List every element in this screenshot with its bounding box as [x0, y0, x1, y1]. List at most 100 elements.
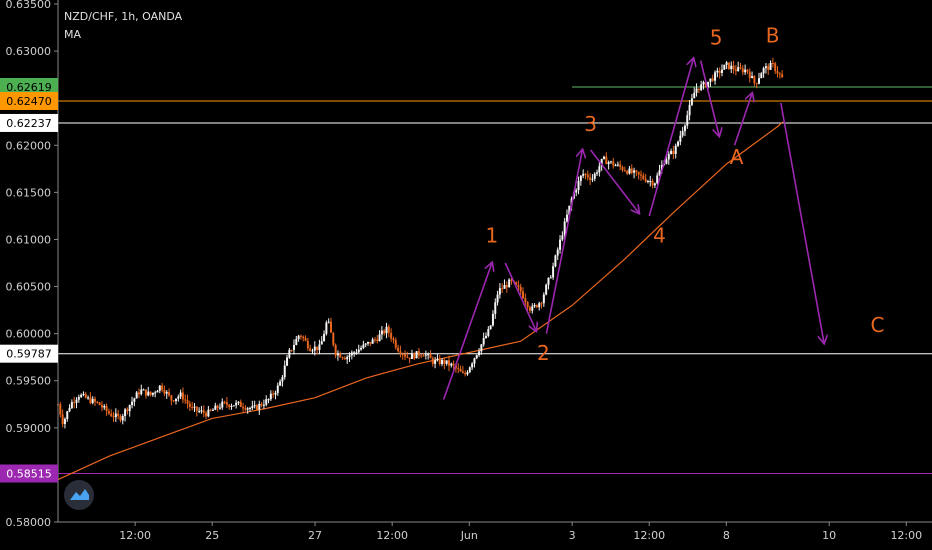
candle-body	[450, 363, 453, 366]
candle-body	[498, 288, 501, 295]
candle-body	[397, 347, 400, 352]
candle-body	[464, 372, 467, 375]
candle-body	[119, 416, 122, 421]
x-tick-label: 8	[723, 529, 730, 542]
candle-body	[329, 321, 332, 333]
candle-body	[607, 162, 610, 165]
candle-body	[410, 353, 413, 359]
candle-body	[170, 395, 173, 401]
candle-body	[195, 406, 198, 411]
candle-body	[723, 64, 726, 70]
candle-body	[96, 401, 99, 403]
candle-body	[443, 359, 446, 364]
candle-body	[434, 360, 437, 364]
candle-body	[242, 406, 245, 409]
candle-body	[579, 175, 582, 181]
candle-body	[635, 170, 638, 172]
candle-body	[274, 392, 277, 395]
candle-body	[697, 88, 700, 91]
candle-body	[755, 82, 758, 84]
candle-body	[725, 62, 728, 65]
candle-body	[376, 339, 379, 342]
candle-body	[184, 399, 187, 401]
candles	[57, 57, 784, 429]
candle-body	[646, 180, 649, 182]
candle-body	[221, 401, 224, 408]
candle-body	[246, 408, 249, 410]
candle-body	[114, 413, 117, 418]
candle-body	[334, 344, 337, 356]
candle-body	[161, 385, 164, 390]
candle-body	[295, 339, 298, 346]
candle-body	[216, 405, 219, 408]
candle-body	[547, 277, 550, 285]
wave-arrow	[504, 262, 536, 331]
candle-body	[556, 249, 559, 256]
y-tick-label: 0.60000	[6, 328, 52, 341]
candle-body	[640, 174, 643, 176]
candle-body	[628, 168, 631, 174]
candle-body	[371, 339, 374, 344]
candle-body	[730, 65, 733, 70]
candle-body	[149, 391, 152, 395]
tradingview-logo-icon[interactable]	[64, 480, 94, 510]
candle-body	[309, 348, 312, 352]
candle-body	[690, 98, 693, 105]
wave-arrow	[780, 102, 824, 343]
candle-body	[732, 65, 735, 70]
candle-body	[66, 411, 69, 419]
candle-body	[283, 365, 286, 378]
candle-body	[339, 353, 342, 358]
wave-label: 2	[537, 341, 550, 365]
candle-body	[538, 303, 541, 308]
candle-body	[526, 302, 529, 308]
candle-body	[626, 171, 629, 174]
x-axis: 12:00 25 27 12:00 Jun 3 12:00 8 10 12:00	[58, 521, 932, 542]
candle-body	[459, 368, 462, 372]
candle-body	[343, 357, 346, 360]
candle-body	[417, 351, 420, 356]
x-tick-label: 27	[308, 529, 322, 542]
candle-body	[716, 70, 719, 73]
wave-arrow	[648, 59, 693, 217]
candle-body	[380, 330, 383, 335]
candle-body	[288, 349, 291, 358]
candle-body	[522, 291, 525, 299]
candle-body	[82, 393, 85, 395]
candle-body	[378, 334, 381, 342]
candle-body	[480, 344, 483, 352]
candle-body	[637, 171, 640, 175]
candle-body	[609, 161, 612, 163]
candle-body	[665, 159, 668, 164]
candle-body	[244, 408, 247, 410]
candle-body	[633, 170, 636, 173]
candle-body	[346, 356, 349, 360]
candle-body	[228, 404, 231, 408]
candle-body	[126, 409, 129, 412]
candle-body	[660, 165, 663, 171]
candle-body	[128, 405, 131, 412]
candle-body	[545, 284, 548, 295]
candle-body	[353, 352, 356, 354]
price-level-label: 0.62619	[6, 81, 52, 94]
candle-body	[91, 398, 94, 404]
candle-body	[413, 353, 416, 359]
candle-body	[591, 178, 594, 180]
candle-body	[565, 214, 568, 222]
candle-body	[612, 161, 615, 166]
candle-body	[117, 413, 120, 417]
candle-body	[124, 409, 127, 417]
candle-body	[679, 135, 682, 142]
candle-body	[644, 178, 647, 182]
candle-body	[751, 76, 754, 79]
candle-body	[482, 337, 485, 345]
candle-body	[630, 168, 633, 173]
candle-body	[734, 69, 737, 72]
candle-body	[549, 277, 552, 279]
candle-body	[649, 180, 652, 182]
candle-body	[286, 357, 289, 366]
candle-body	[237, 401, 240, 403]
x-tick-label: Jun	[460, 529, 478, 542]
candle-body	[302, 336, 305, 339]
